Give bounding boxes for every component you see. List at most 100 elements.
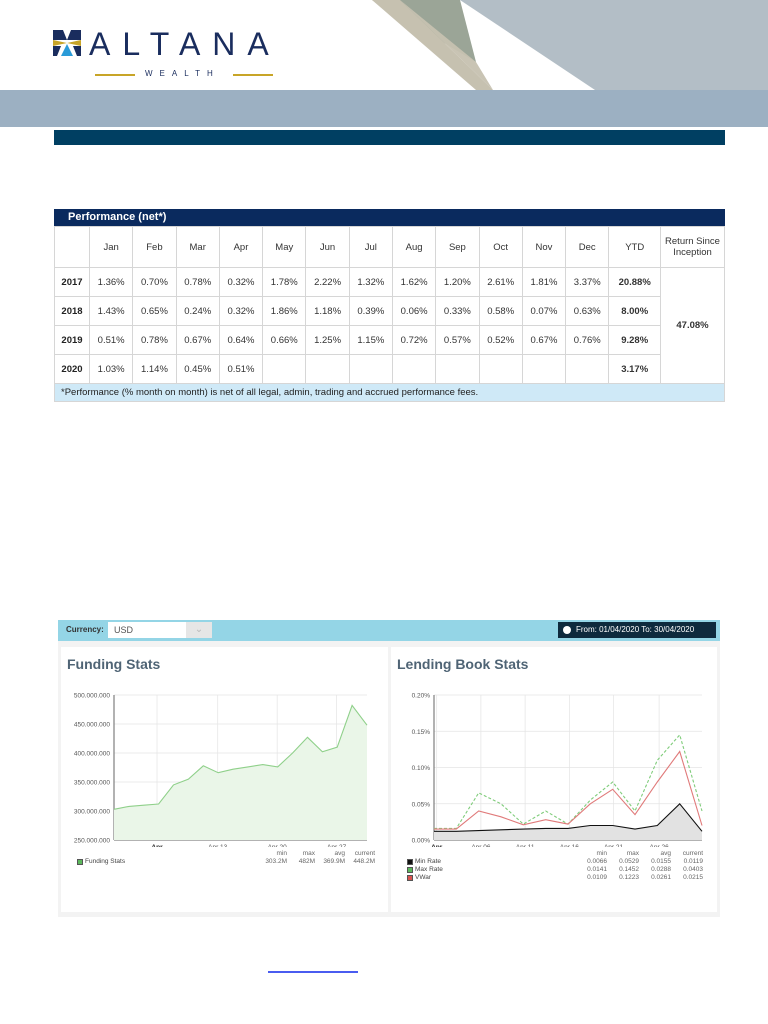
column-header: Mar	[175, 226, 220, 268]
month-return-cell: 1.32%	[348, 267, 393, 297]
column-header: Feb	[132, 226, 177, 268]
month-return-cell: 3.37%	[565, 267, 610, 297]
table-row: 2017 1.36% 0.70% 0.78% 0.32% 1.78% 2.22% 1.32% 1…	[54, 267, 725, 384]
legend-value: 0.0288	[651, 866, 671, 873]
svg-text:Apr 21: Apr 21	[604, 844, 624, 847]
month-return-cell: 0.51%	[88, 325, 134, 355]
month-return-cell: 1.20%	[435, 267, 480, 297]
legend-column-header: max	[626, 850, 639, 857]
month-return-cell	[391, 354, 437, 384]
month-return-cell: 0.32%	[218, 296, 264, 326]
column-header: Return Since Inception	[660, 226, 725, 268]
month-return-cell: 0.72%	[391, 325, 437, 355]
legend-item[interactable]: Max Rate 0.0141 0.1452 0.0288 0.0403	[391, 866, 717, 874]
month-return-cell	[565, 354, 610, 384]
legend-item[interactable]: Min Rate 0.0066 0.0529 0.0155 0.0119	[391, 858, 717, 866]
month-return-cell: 1.62%	[391, 267, 437, 297]
month-return-cell: 2.22%	[305, 267, 350, 297]
month-return-cell	[521, 354, 567, 384]
date-range-button[interactable]: From: 01/04/2020 To: 30/04/2020	[558, 622, 716, 638]
month-return-cell: 0.07%	[521, 296, 567, 326]
legend-column-header: max	[302, 850, 315, 857]
month-return-cell: 0.76%	[565, 325, 610, 355]
month-return-cell: 0.67%	[175, 325, 220, 355]
column-header	[54, 226, 90, 268]
ytd-cell: 20.88%	[608, 267, 661, 297]
legend-series-name: VWar	[415, 874, 432, 881]
legend-value: 0.0155	[651, 858, 671, 865]
dashboard-toolbar: Currency: USD ⌄ From: 01/04/2020 To: 30/…	[58, 620, 720, 641]
legend-column-header: current	[354, 850, 375, 857]
legend-series-name: Min Rate	[415, 858, 442, 865]
performance-title: Performance (net*)	[54, 209, 725, 226]
svg-text:Apr: Apr	[431, 844, 443, 847]
svg-text:0.15%: 0.15%	[412, 729, 431, 736]
svg-text:Apr: Apr	[151, 844, 163, 847]
svg-text:Apr 11: Apr 11	[516, 844, 535, 847]
month-return-cell: 1.25%	[305, 325, 350, 355]
legend-series-name: Max Rate	[415, 866, 443, 873]
legend-item[interactable]: VWar 0.0109 0.1223 0.0261 0.0215	[391, 874, 717, 882]
legend-column-header: avg	[660, 850, 671, 857]
column-header: Jun	[305, 226, 350, 268]
legend-value: 0.0109	[587, 874, 607, 881]
month-return-cell: 1.86%	[262, 296, 307, 326]
month-return-cell: 1.18%	[305, 296, 350, 326]
logo-wordmark: ALTANA	[89, 26, 281, 62]
svg-text:0.05%: 0.05%	[412, 801, 431, 808]
column-header: Jul	[348, 226, 393, 268]
svg-text:Apr 20: Apr 20	[268, 844, 288, 847]
legend-item[interactable]: Funding Stats 303.2M 482M 369.9M 448.2M	[61, 858, 388, 866]
svg-text:300.000.000: 300.000.000	[74, 809, 111, 816]
month-return-cell: 1.78%	[262, 267, 307, 297]
table-row: 2019 0.51% 0.78% 0.67% 0.64% 0.66% 1.25% 1.15% 0…	[54, 325, 725, 355]
legend-value: 482M	[298, 858, 315, 865]
month-return-cell: 0.33%	[435, 296, 480, 326]
month-return-cell: 0.52%	[478, 325, 523, 355]
legend-value: 369.9M	[323, 858, 345, 865]
svg-text:450.000.000: 450.000.000	[74, 722, 111, 729]
chevron-down-icon[interactable]: ⌄	[186, 622, 212, 638]
month-return-cell: 0.63%	[565, 296, 610, 326]
legend-header-row: min max avg current	[391, 850, 717, 858]
svg-text:Apr 16: Apr 16	[560, 844, 580, 847]
legend-value: 0.0215	[683, 874, 703, 881]
currency-select[interactable]: USD	[108, 622, 186, 638]
month-return-cell: 0.66%	[262, 325, 307, 355]
table-row: 2020 1.03% 1.14% 0.45% 0.51% 3.17%	[54, 354, 725, 384]
month-return-cell	[348, 354, 393, 384]
lending-book-stats-title: Lending Book Stats	[397, 656, 529, 672]
month-return-cell: 2.61%	[478, 267, 523, 297]
column-header: Sep	[435, 226, 480, 268]
svg-text:Apr 26: Apr 26	[650, 844, 670, 847]
table-row: 2018 1.43% 0.65% 0.24% 0.32% 1.86% 1.18% 0.39% 0…	[54, 296, 725, 326]
legend-value: 0.0141	[587, 866, 607, 873]
header-band	[0, 90, 768, 127]
return-since-inception-cell: 47.08%	[660, 267, 725, 384]
month-return-cell: 1.43%	[88, 296, 134, 326]
dashboard-screenshot: Currency: USD ⌄ From: 01/04/2020 To: 30/…	[58, 620, 720, 917]
header-decorative-shapes	[372, 0, 768, 90]
legend-value: 0.0403	[683, 866, 703, 873]
legend-column-header: min	[596, 850, 607, 857]
legend-column-header: current	[682, 850, 703, 857]
legend-value: 0.1452	[619, 866, 639, 873]
month-return-cell: 1.03%	[88, 354, 134, 384]
svg-text:Apr 06: Apr 06	[471, 844, 491, 847]
clock-icon	[563, 626, 571, 634]
legend-value: 0.0529	[619, 858, 639, 865]
lending-book-stats-panel: Lending Book Stats 0.20% 0.15% 0.10% 0.05% 0…	[391, 647, 717, 912]
legend-value: 448.2M	[353, 858, 375, 865]
legend-header-row: min max avg current	[61, 850, 388, 858]
month-return-cell: 0.51%	[218, 354, 264, 384]
legend-swatch-icon	[407, 859, 413, 865]
svg-text:Apr 27: Apr 27	[327, 844, 347, 847]
year-cell: 2019	[54, 325, 90, 355]
legend-series-name: Funding Stats	[85, 858, 126, 865]
svg-text:400.000.000: 400.000.000	[74, 751, 111, 758]
year-cell: 2017	[54, 267, 90, 297]
svg-text:500.000.000: 500.000.000	[74, 693, 111, 700]
legend-value: 0.0261	[651, 874, 671, 881]
hyperlink-underline[interactable]	[268, 971, 358, 973]
month-return-cell: 0.45%	[175, 354, 220, 384]
